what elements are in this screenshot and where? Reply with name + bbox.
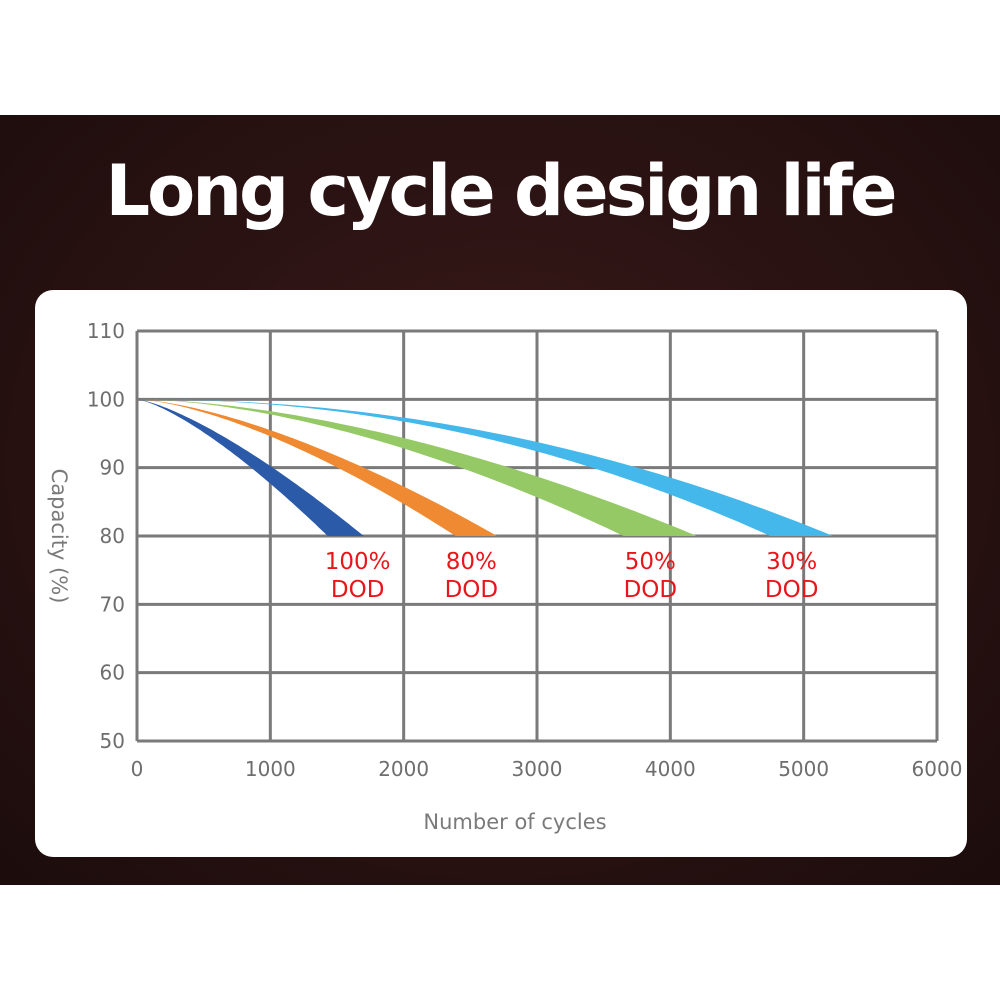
y-tick-label: 80 [100, 524, 125, 548]
y-tick-label: 70 [100, 592, 125, 616]
x-tick-label: 3000 [512, 757, 563, 781]
x-tick-label: 2000 [378, 757, 429, 781]
series-label: 80% [446, 549, 497, 575]
x-tick-label: 0 [131, 757, 144, 781]
chart-panel [35, 290, 967, 857]
series-label: 50% [625, 549, 676, 575]
band-30-dod [137, 399, 833, 536]
y-tick-label: 60 [100, 661, 125, 685]
x-tick-label: 1000 [245, 757, 296, 781]
x-tick-label: 4000 [645, 757, 696, 781]
band-50-dod [137, 399, 697, 536]
series-label: DOD [624, 577, 678, 603]
band-100-dod [137, 399, 364, 536]
series-label: 100% [325, 549, 391, 575]
band-80-dod [137, 399, 497, 536]
y-tick-label: 110 [87, 319, 125, 343]
y-tick-label: 50 [100, 729, 125, 753]
series-label: DOD [331, 577, 385, 603]
series-label: DOD [445, 577, 499, 603]
y-tick-label: 90 [100, 456, 125, 480]
y-axis-label: Capacity (%) [47, 469, 71, 604]
series-label: DOD [765, 577, 819, 603]
x-tick-label: 5000 [778, 757, 829, 781]
x-tick-label: 6000 [912, 757, 963, 781]
page-title: Long cycle design life [105, 150, 898, 232]
y-tick-label: 100 [87, 387, 125, 411]
series-label: 30% [766, 549, 817, 575]
x-axis-label: Number of cycles [423, 810, 606, 834]
